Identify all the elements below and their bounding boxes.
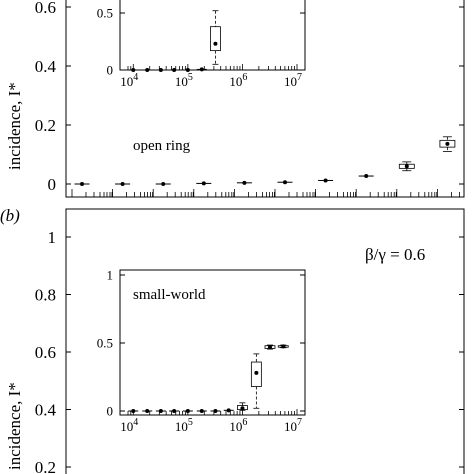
top-inset-xtick-label: 105 [175, 72, 193, 89]
top-inset-box-3-median-point [172, 68, 177, 72]
top-inset-xtick-label: 106 [229, 72, 247, 89]
top-main-box-8-median-point [404, 164, 409, 169]
top-inset-box-6-median-point [213, 41, 218, 46]
bottom-inset-xtick-label: 106 [229, 417, 247, 434]
top-main-ytick-label: 0.2 [35, 116, 56, 135]
bottom-inset-box-2-median-point [158, 409, 163, 413]
bottom-main-ytick-label: 0.2 [35, 458, 56, 474]
bottom-main-ytick-label: 0.4 [35, 400, 57, 419]
bottom-inset-box-10-median-point [267, 345, 272, 350]
small-world-label: small-world [133, 287, 206, 303]
top-panel: 0 0.2 0.4 0.6 incidence, I* open ring 0 0.5 1… [5, 0, 465, 198]
bottom-main-ytick-label: 0.6 [35, 343, 56, 362]
top-inset-ytick-label: 0 [107, 63, 114, 78]
top-main-box-4-median-point [242, 180, 247, 185]
bottom-main-ytick-label: 0.8 [35, 285, 56, 304]
bottom-inset-ytick-label: 0.5 [97, 336, 113, 351]
top-inset-box-6-box [210, 26, 221, 52]
top-main-ytick-label: 0.6 [35, 0, 56, 17]
bottom-inset-box-4-median-point [185, 409, 190, 413]
bottom-inset-box-7-median-point [226, 408, 231, 413]
top-inset-box-0-median-point [131, 68, 136, 72]
bottom-inset-xtick-label: 104 [120, 417, 138, 434]
top-main-ytick-label: 0.4 [35, 57, 57, 76]
bottom-inset-xtick-label: 105 [175, 417, 193, 434]
open-ring-label: open ring [133, 138, 191, 154]
bottom-main-ytick-label: 1 [48, 228, 57, 247]
bottom-inset-box-11-median-point [281, 344, 286, 349]
top-inset-xtick-label: 104 [120, 72, 138, 89]
top-main-box-5-median-point [283, 180, 287, 185]
bottom-inset-box-9-median-point [254, 370, 259, 375]
top-inset-xtick-label: 107 [284, 72, 302, 89]
top-main-box-9-median-point [445, 141, 450, 146]
bottom-main-plot-layer: 0.2 0.4 0.6 0.8 1 [35, 228, 464, 474]
top-main-box-3-median-point [201, 181, 206, 186]
top-inset-box-1-median-point [145, 68, 150, 72]
bottom-inset-ytick-label: 1 [107, 268, 114, 283]
bottom-ylabel: incidence, I* [5, 382, 24, 470]
panel-b-label: (b) [0, 206, 20, 225]
top-main-plot-layer: 0 0.2 0.4 0.6 [35, 0, 464, 197]
bottom-inset-frame [119, 269, 306, 416]
bottom-panel: (b) 0.2 0.4 0.6 0.8 1 incidence, I* β/γ = 0.… [0, 206, 465, 474]
top-main-box-7-median-point [364, 174, 369, 179]
bottom-inset-ytick-label: 0 [107, 404, 114, 419]
top-inset-box-5-median-point [199, 67, 204, 72]
top-main-axes-frame [65, 0, 465, 198]
top-main-ytick-label: 0 [48, 175, 57, 194]
top-inset-box-2-median-point [158, 68, 163, 72]
top-ylabel: incidence, I* [5, 82, 24, 170]
bottom-inset-box-8-median-point [240, 406, 245, 411]
ratio-annotation: β/γ = 0.6 [365, 245, 425, 264]
top-main-box-1-median-point [120, 182, 125, 186]
top-main-box-0-median-point [80, 182, 84, 186]
bottom-inset-box-5-median-point [199, 409, 204, 413]
bottom-inset-box-6-median-point [213, 409, 218, 413]
top-inset-plot-layer: 0 0.5 104 105 106 107 [97, 6, 305, 89]
top-main-box-2-median-point [161, 182, 166, 186]
bottom-inset-xtick-label: 107 [284, 417, 302, 434]
bottom-inset-box-1-median-point [145, 409, 150, 413]
top-inset-ytick-label: 0.5 [97, 6, 113, 21]
bottom-main-axes-frame [65, 208, 465, 474]
bottom-inset-box-0-median-point [131, 409, 136, 413]
top-inset-box-4-median-point [185, 68, 190, 72]
bottom-inset-plot-layer: 0 0.5 1 104 105 106 107 [97, 268, 305, 434]
bottom-inset-box-3-median-point [172, 409, 177, 413]
top-main-box-6-median-point [323, 178, 328, 183]
